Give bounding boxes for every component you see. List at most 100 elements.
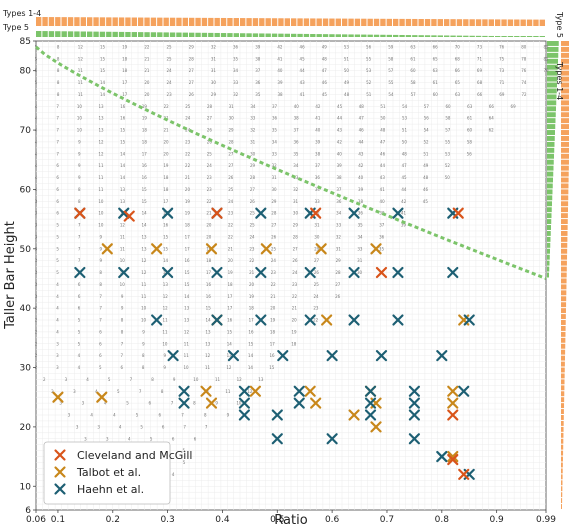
top-bar-type-5: [176, 32, 182, 37]
cell-number: 54: [388, 92, 394, 97]
top-bar-types-1-4: [482, 19, 488, 26]
cell-number: 23: [313, 306, 319, 311]
cell-number: 15: [120, 139, 126, 144]
cell-number: 7: [56, 139, 59, 144]
cell-number: 40: [380, 199, 386, 204]
cell-number: 4: [35, 163, 38, 168]
marker-haehn-et-al-34-stroke-b: [364, 385, 377, 397]
marker-talbot-et-al-4: [205, 243, 218, 255]
marker-haehn-et-al-35: [408, 385, 420, 397]
right-bar-type-5: [547, 88, 557, 94]
top-bar-type-5: [488, 35, 494, 37]
right-bar-types-1-4: [561, 124, 569, 130]
top-bar-type-5: [386, 34, 392, 37]
y-tick-label: 80: [20, 67, 32, 77]
cell-number: 13: [98, 116, 104, 121]
legend-label-talbot: Talbot et al.: [76, 466, 141, 479]
top-bar-types-1-4: [399, 18, 405, 26]
marker-haehn-et-al-46-stroke-b: [271, 433, 283, 445]
cell-number: 15: [248, 341, 254, 346]
cell-number: 22: [271, 282, 277, 287]
cell-number: 57: [424, 104, 430, 109]
top-bar-type-5: [138, 32, 144, 37]
top-panel-label-types-1-4: Types 1-4: [2, 9, 41, 18]
right-bar-types-1-4: [561, 486, 563, 492]
cell-number: 32: [336, 234, 342, 239]
cell-number: 14: [120, 151, 126, 156]
y-tick-label: 70: [20, 126, 32, 136]
x-tick-label: 0.7: [380, 515, 394, 525]
cell-number: 3: [35, 282, 38, 287]
top-bar-types-1-4: [246, 18, 252, 26]
right-bar-types-1-4: [561, 409, 564, 415]
cell-number: 31: [357, 258, 363, 263]
cell-number: 5: [56, 223, 59, 228]
top-bar-type-5: [74, 31, 80, 37]
top-bar-type-5: [233, 33, 239, 37]
right-bar-type-5: [547, 230, 551, 236]
top-bar-type-5: [42, 31, 48, 37]
cell-number: 38: [294, 116, 300, 121]
right-bar-type-5: [547, 248, 550, 254]
cell-number: 14: [120, 175, 126, 180]
right-bar-types-1-4: [561, 480, 563, 486]
cell-number: 30: [229, 116, 235, 121]
y-tick-label: 50: [20, 245, 32, 255]
cell-number: 34: [250, 104, 256, 109]
cell-number: 78: [521, 56, 527, 61]
marker-haehn-et-al-40: [364, 397, 377, 409]
top-bar-types-1-4: [303, 18, 310, 26]
cell-number: 26: [207, 128, 213, 133]
x-tick-label: 0.06: [26, 515, 46, 525]
top-bar-type-5: [412, 35, 418, 37]
cell-number: 11: [141, 282, 147, 287]
cell-number: 9: [78, 175, 81, 180]
cell-number: 5: [35, 92, 38, 97]
top-bar-type-5: [87, 31, 93, 37]
cell-number: 21: [270, 294, 276, 299]
top-bar-types-1-4: [437, 19, 443, 26]
cell-number: 21: [292, 306, 298, 311]
marker-haehn-et-al-37-stroke-b: [178, 397, 190, 409]
cell-number: 7: [121, 341, 124, 346]
cell-number: 33: [293, 175, 299, 180]
top-bar-types-1-4: [118, 17, 125, 26]
cell-number: 5: [182, 448, 185, 453]
cell-number: 15: [100, 68, 106, 73]
cell-number: 11: [225, 389, 231, 394]
cell-number: 65: [433, 56, 439, 61]
cell-number: 24: [207, 163, 213, 168]
cell-number: 29: [189, 44, 195, 49]
legend-mark-0: [54, 449, 66, 461]
cell-number: 41: [277, 56, 283, 61]
marker-talbot-et-al-12: [447, 385, 459, 397]
cell-number: 4: [128, 436, 131, 441]
cell-number: 29: [271, 199, 277, 204]
marker-haehn-et-al-14-stroke-b: [304, 266, 316, 279]
cell-number: 11: [120, 246, 126, 251]
cell-number: 16: [120, 116, 126, 121]
cell-number: 9: [100, 246, 103, 251]
right-bar-types-1-4: [561, 438, 564, 444]
marker-cleveland-and-mcgill-6: [447, 409, 459, 421]
top-bar-types-1-4: [195, 17, 201, 26]
top-bar-type-5: [291, 33, 297, 37]
marker-haehn-et-al-39-stroke-b: [293, 397, 305, 409]
cell-number: 55: [388, 80, 394, 85]
cell-number: 31: [314, 223, 320, 228]
marker-cleveland-and-mcgill-2-stroke-b: [211, 207, 223, 219]
top-bar-types-1-4: [418, 19, 424, 26]
cell-number: 8: [78, 187, 81, 192]
cell-number: 28: [293, 234, 299, 239]
cell-number: 20: [206, 223, 212, 228]
cell-number: 5: [78, 318, 81, 323]
cell-number: 43: [300, 80, 306, 85]
cell-number: 23: [249, 246, 255, 251]
cell-number: 37: [336, 187, 342, 192]
cell-number: 29: [293, 223, 299, 228]
cell-number: 16: [269, 353, 275, 358]
cell-number: 37: [379, 223, 385, 228]
cell-number: 3: [35, 234, 38, 239]
right-bar-types-1-4: [561, 498, 563, 504]
cell-number: 48: [322, 56, 328, 61]
